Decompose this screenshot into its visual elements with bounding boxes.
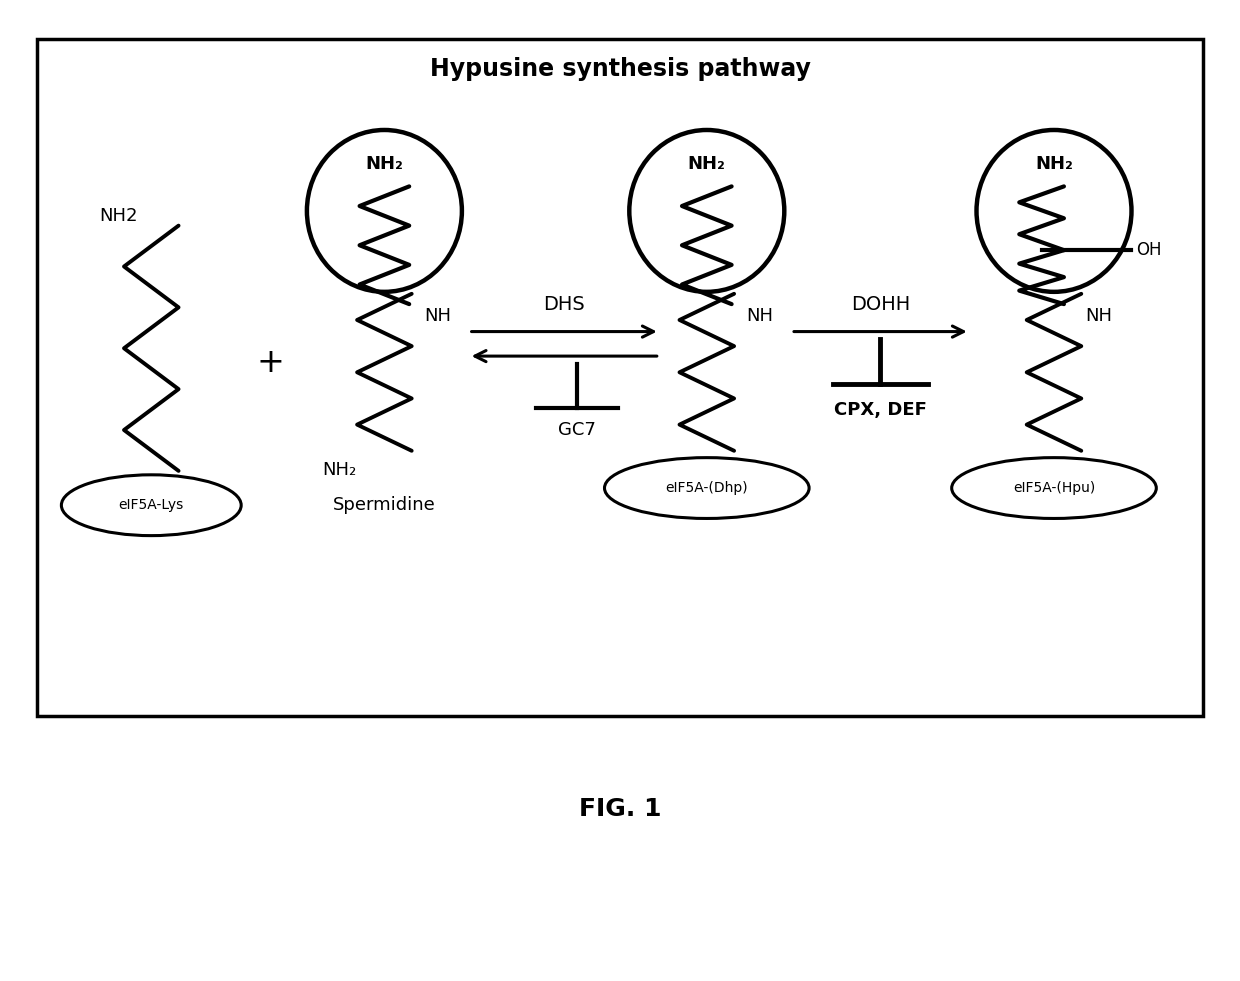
- Text: NH2: NH2: [99, 207, 138, 225]
- Text: +: +: [257, 346, 284, 380]
- Text: GC7: GC7: [558, 421, 595, 439]
- Text: NH: NH: [746, 307, 774, 326]
- Text: eIF5A-(Dhp): eIF5A-(Dhp): [666, 481, 748, 495]
- Text: FIG. 1: FIG. 1: [579, 798, 661, 821]
- Text: eIF5A-(Hpu): eIF5A-(Hpu): [1013, 481, 1095, 495]
- Text: Spermidine: Spermidine: [334, 495, 435, 514]
- FancyBboxPatch shape: [37, 39, 1203, 716]
- Text: NH₂: NH₂: [322, 461, 357, 480]
- Text: DHS: DHS: [543, 295, 585, 314]
- Text: NH₂: NH₂: [1035, 155, 1073, 173]
- Text: CPX, DEF: CPX, DEF: [835, 401, 926, 419]
- Text: DOHH: DOHH: [851, 295, 910, 314]
- Text: NH₂: NH₂: [688, 155, 725, 173]
- Text: NH₂: NH₂: [366, 155, 403, 173]
- Text: Hypusine synthesis pathway: Hypusine synthesis pathway: [429, 57, 811, 80]
- Text: NH: NH: [1085, 307, 1112, 326]
- Text: NH: NH: [424, 307, 451, 326]
- Text: eIF5A-Lys: eIF5A-Lys: [119, 498, 184, 512]
- Text: OH: OH: [1136, 241, 1162, 259]
